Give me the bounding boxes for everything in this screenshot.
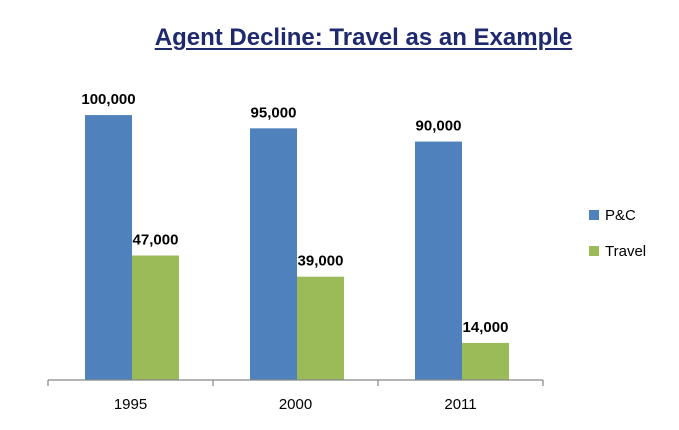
legend-item-pc: P&C: [589, 206, 646, 224]
legend-swatch-pc: [589, 210, 599, 220]
bar-pc-2011: [415, 141, 462, 380]
data-label-pc-2011: 90,000: [416, 118, 462, 135]
bar-travel-1995: [132, 255, 179, 380]
data-label-pc-2000: 95,000: [251, 104, 297, 121]
data-label-travel-1995: 47,000: [133, 231, 179, 248]
legend-label-travel: Travel: [605, 242, 647, 260]
bar-travel-2011: [462, 342, 509, 380]
legend: P&C Travel: [589, 206, 646, 278]
x-tick-label-2011: 2011: [444, 396, 476, 413]
bars-group: [85, 115, 509, 381]
bar-pc-1995: [85, 115, 132, 381]
x-tick-label-2000: 2000: [279, 396, 312, 413]
data-label-pc-1995: 100,000: [81, 91, 135, 108]
chart-title: Agent Decline: Travel as an Example: [0, 24, 679, 52]
data-label-travel-2011: 14,000: [463, 319, 509, 336]
legend-item-travel: Travel: [589, 242, 646, 260]
bar-travel-2000: [297, 276, 344, 380]
chart-title-text: Agent Decline: Travel as an Example: [154, 24, 573, 51]
data-label-travel-2000: 39,000: [298, 253, 344, 270]
bar-pc-2000: [250, 128, 297, 380]
x-tick-label-1995: 1995: [114, 396, 147, 413]
x-axis: 1995 2000 2011: [47, 379, 544, 413]
legend-swatch-travel: [589, 246, 599, 256]
data-labels-group: 100,000 47,000 95,000 39,000 90,000 14,000: [81, 91, 508, 336]
legend-label-pc: P&C: [605, 206, 636, 224]
